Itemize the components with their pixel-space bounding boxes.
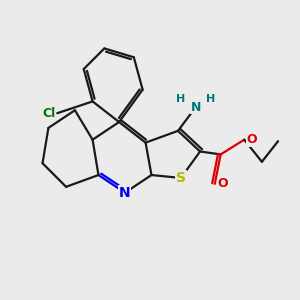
Text: N: N <box>190 101 201 114</box>
Text: N: N <box>119 186 131 200</box>
Text: H: H <box>176 94 185 104</box>
Text: O: O <box>217 177 228 190</box>
Text: S: S <box>176 171 186 185</box>
Text: O: O <box>247 133 257 146</box>
Text: Cl: Cl <box>43 107 56 120</box>
Text: H: H <box>206 94 215 104</box>
